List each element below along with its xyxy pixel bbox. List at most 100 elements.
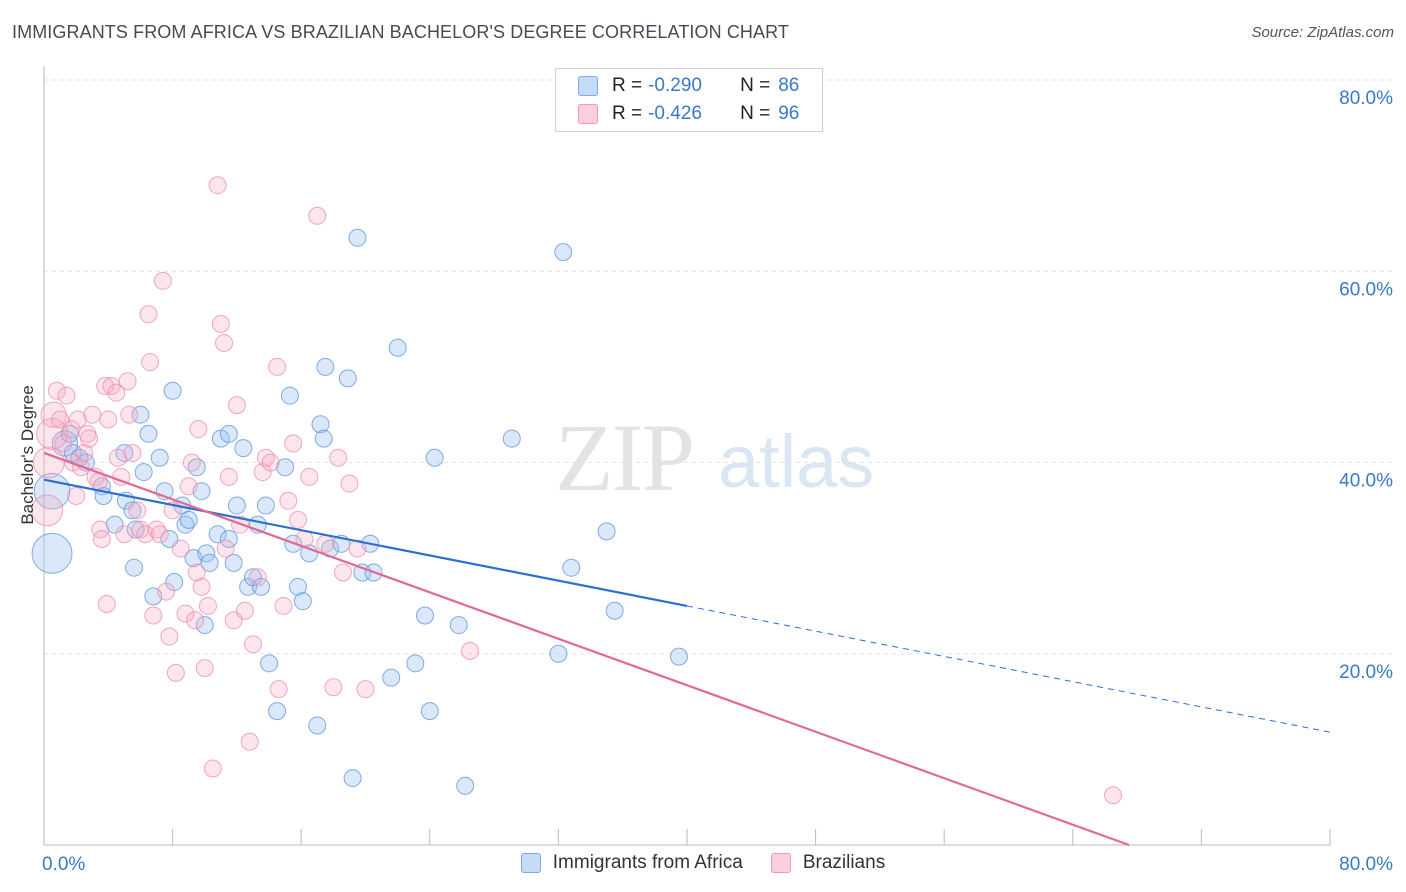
data-point xyxy=(176,604,195,623)
data-point xyxy=(107,383,126,402)
data-point xyxy=(200,553,219,572)
series-africa-points xyxy=(31,228,688,795)
legend-item-africa[interactable]: Immigrants from Africa xyxy=(520,852,743,874)
data-point xyxy=(314,429,333,448)
n-value: 96 xyxy=(778,103,800,124)
data-point xyxy=(420,702,439,721)
chart-title: IMMIGRANTS FROM AFRICA VS BRAZILIAN BACH… xyxy=(12,22,789,42)
stats-row-africa: R = -0.290 N = 86 xyxy=(578,72,799,100)
data-point xyxy=(120,405,139,424)
data-point xyxy=(288,510,307,529)
data-point xyxy=(311,415,330,434)
data-point xyxy=(54,434,73,453)
data-point xyxy=(179,477,198,496)
data-point xyxy=(195,616,214,635)
data-point xyxy=(208,176,227,195)
data-point xyxy=(182,453,201,472)
data-point xyxy=(279,491,298,510)
trend-line-africa xyxy=(43,478,688,608)
data-point xyxy=(415,606,434,625)
data-point xyxy=(460,641,479,660)
data-point xyxy=(126,520,145,539)
data-point xyxy=(276,458,295,477)
data-point xyxy=(562,558,581,577)
data-point xyxy=(1103,786,1122,805)
y-tick-label: 60.0% xyxy=(1339,279,1393,300)
data-point xyxy=(131,520,150,539)
data-point xyxy=(150,448,169,467)
series-brazilians-points xyxy=(31,176,1122,805)
data-point xyxy=(243,635,262,654)
data-point xyxy=(216,539,235,558)
data-point xyxy=(80,429,99,448)
grid-lines xyxy=(44,79,1394,655)
data-point xyxy=(187,563,206,582)
data-point xyxy=(300,544,319,563)
data-point xyxy=(248,568,267,587)
r-value: -0.290 xyxy=(648,75,702,96)
data-point xyxy=(502,429,521,448)
data-point xyxy=(340,474,359,493)
r-label: R = xyxy=(612,103,643,124)
data-point xyxy=(239,577,258,596)
legend-swatch-africa xyxy=(520,853,541,873)
stats-box: R = -0.290 N = 86 R = -0.426 N = 96 xyxy=(555,68,823,132)
data-point xyxy=(83,405,102,424)
x-tick-label: 80.0% xyxy=(1339,854,1393,875)
data-point xyxy=(252,577,271,596)
data-point xyxy=(256,496,275,515)
data-point xyxy=(123,443,142,462)
data-point xyxy=(256,448,275,467)
trend-line-brazilians xyxy=(43,451,1130,847)
data-point xyxy=(157,582,176,601)
data-point xyxy=(147,520,166,539)
data-point xyxy=(68,410,87,429)
trend-line-extension xyxy=(686,605,1331,733)
data-point xyxy=(171,539,190,558)
data-point xyxy=(308,716,327,735)
data-point xyxy=(105,515,124,534)
data-point xyxy=(197,544,216,563)
y-axis-label: Bachelor's Degree xyxy=(18,385,37,525)
y-tick-label: 80.0% xyxy=(1339,88,1393,109)
data-point xyxy=(186,611,205,630)
data-point xyxy=(284,434,303,453)
data-point xyxy=(75,443,94,462)
data-point xyxy=(192,577,211,596)
data-point xyxy=(240,732,259,751)
legend-item-brazilians[interactable]: Brazilians xyxy=(770,852,886,874)
r-label: R = xyxy=(612,75,643,96)
data-point xyxy=(329,448,348,467)
data-point xyxy=(139,424,158,443)
legend-swatch-brazilians xyxy=(770,853,791,873)
data-point xyxy=(348,228,367,247)
data-point xyxy=(97,595,116,614)
data-point xyxy=(32,446,65,479)
data-point xyxy=(139,305,158,324)
data-point xyxy=(176,515,195,534)
data-point xyxy=(549,644,568,663)
watermark-atlas: atlas xyxy=(718,420,874,503)
trend-lines xyxy=(43,451,1331,847)
data-point xyxy=(348,539,367,558)
data-point xyxy=(219,424,238,443)
tick-labels: 20.0% 40.0% 60.0% 80.0% 0.0% 80.0% xyxy=(42,88,1393,875)
data-point xyxy=(195,659,214,678)
data-point xyxy=(125,558,144,577)
data-point xyxy=(288,577,307,596)
data-point xyxy=(128,501,147,520)
data-point xyxy=(554,243,573,262)
data-point xyxy=(261,453,280,472)
data-point xyxy=(153,271,172,290)
data-point xyxy=(219,467,238,486)
legend-label-brazilians: Brazilians xyxy=(802,852,886,873)
data-point xyxy=(118,372,137,391)
data-point xyxy=(456,776,475,795)
data-point xyxy=(166,663,185,682)
data-point xyxy=(293,592,312,611)
source-credit: Source: ZipAtlas.com xyxy=(1251,24,1394,41)
axes xyxy=(43,66,1331,846)
data-point xyxy=(324,678,343,697)
y-tick-label: 20.0% xyxy=(1339,662,1393,683)
